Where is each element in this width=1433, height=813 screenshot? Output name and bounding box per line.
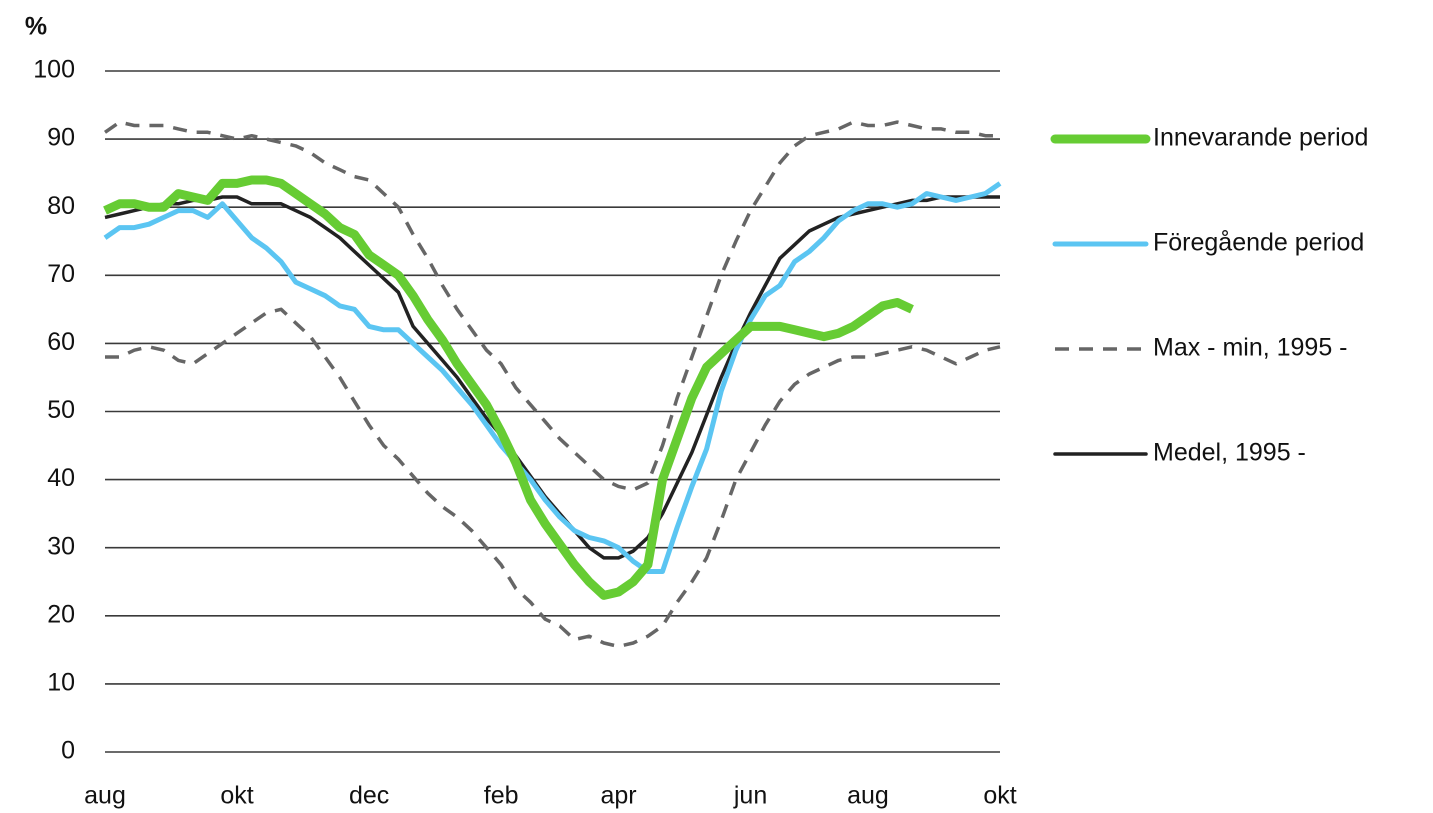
x-tick-label: okt: [220, 782, 253, 810]
y-tick-label: 50: [47, 396, 75, 424]
series-line: [105, 307, 1001, 649]
x-tick-label: feb: [484, 782, 519, 810]
x-tick-label: okt: [983, 782, 1016, 810]
legend-label: Medel, 1995 -: [1153, 439, 1306, 467]
y-tick-label: 70: [47, 260, 75, 288]
y-tick-label: 10: [47, 669, 75, 697]
y-tick-label: 90: [47, 124, 75, 152]
legend-label: Max - min, 1995 -: [1153, 334, 1348, 362]
series-line: [103, 181, 1002, 574]
x-tick-label: apr: [600, 782, 636, 810]
series-line: [104, 120, 1000, 492]
y-tick-label: 80: [47, 192, 75, 220]
y-tick-label: 30: [47, 532, 75, 560]
x-tick-label: jun: [733, 782, 767, 810]
series-line: [103, 175, 914, 600]
x-tick-label: aug: [847, 782, 889, 810]
y-tick-label: 60: [47, 328, 75, 356]
y-tick-label: 20: [47, 600, 75, 628]
y-axis-label: %: [25, 13, 47, 41]
legend-label: Innevarande period: [1153, 124, 1368, 152]
series-line: [104, 195, 1000, 560]
y-tick-label: 100: [33, 56, 75, 84]
y-tick-label: 40: [47, 464, 75, 492]
x-tick-label: dec: [349, 782, 389, 810]
y-tick-label: 0: [61, 737, 75, 765]
x-tick-label: aug: [84, 782, 126, 810]
legend-label: Föregående period: [1153, 229, 1364, 257]
